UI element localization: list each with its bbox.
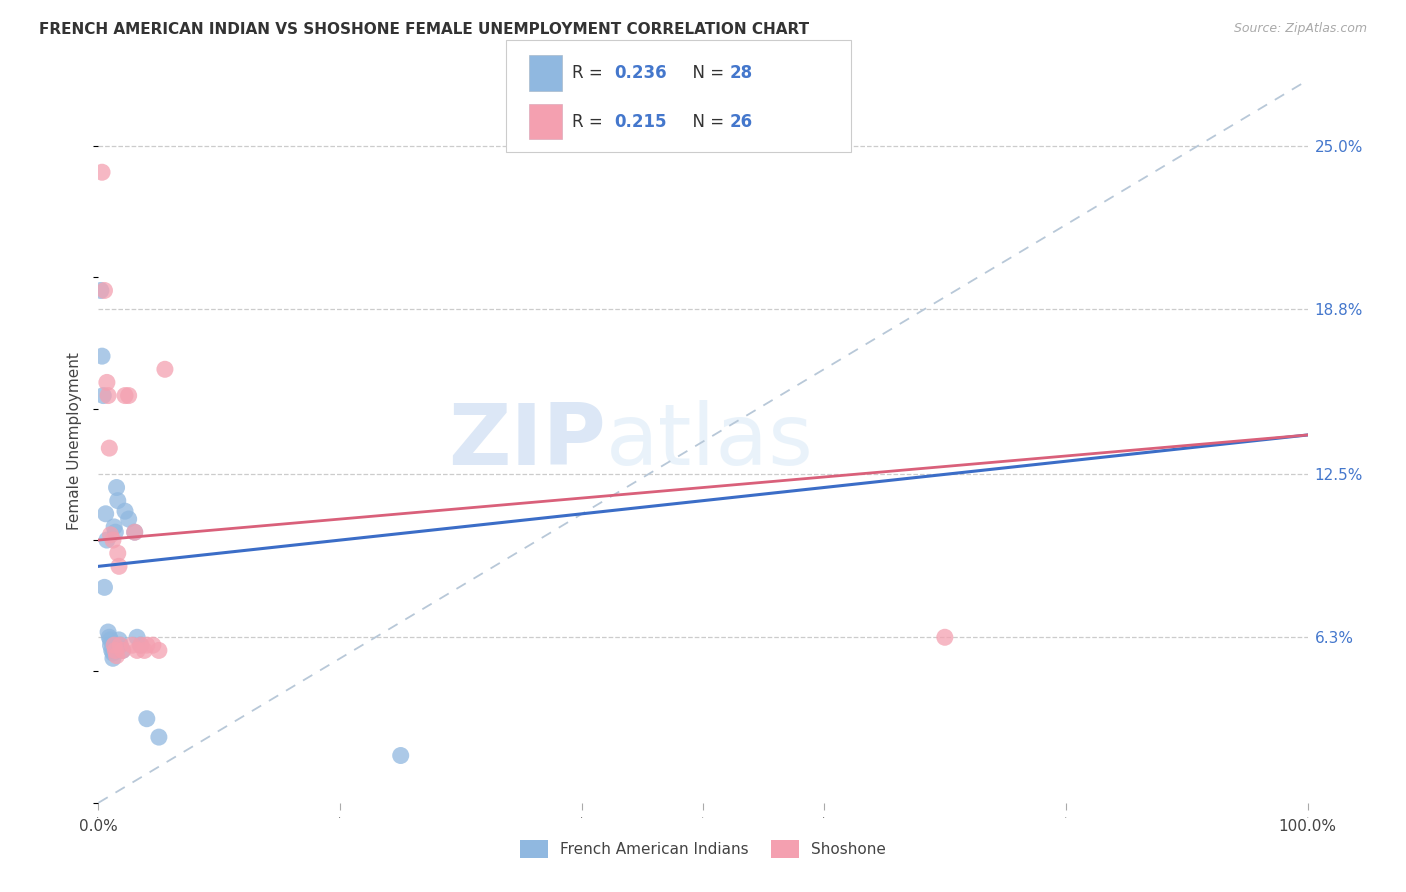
Point — [124, 525, 146, 540]
Point — [101, 651, 124, 665]
Point — [108, 638, 131, 652]
Point — [103, 638, 125, 652]
Point — [108, 632, 131, 647]
Point — [108, 559, 131, 574]
Text: R =: R = — [572, 112, 609, 130]
Text: 100.0%: 100.0% — [1278, 819, 1337, 834]
Point — [111, 643, 134, 657]
Point — [103, 520, 125, 534]
Point — [389, 748, 412, 763]
Y-axis label: Female Unemployment: Female Unemployment — [67, 352, 83, 531]
Point — [91, 388, 114, 402]
Point — [104, 525, 127, 540]
Text: atlas: atlas — [606, 400, 814, 483]
Point — [129, 638, 152, 652]
Point — [108, 638, 131, 652]
Point — [153, 362, 176, 376]
Point — [93, 284, 115, 298]
Text: R =: R = — [572, 64, 609, 82]
Point — [118, 388, 141, 402]
Point — [100, 632, 122, 647]
Point — [142, 638, 165, 652]
Text: FRENCH AMERICAN INDIAN VS SHOSHONE FEMALE UNEMPLOYMENT CORRELATION CHART: FRENCH AMERICAN INDIAN VS SHOSHONE FEMAL… — [39, 22, 810, 37]
Point — [100, 643, 122, 657]
Point — [101, 646, 124, 660]
Point — [148, 643, 170, 657]
Point — [91, 349, 114, 363]
Point — [94, 507, 117, 521]
Text: 0.236: 0.236 — [614, 64, 666, 82]
Point — [135, 638, 157, 652]
Point — [129, 638, 152, 652]
Point — [124, 525, 146, 540]
Point — [107, 546, 129, 560]
Point — [96, 533, 118, 547]
Point — [127, 643, 149, 657]
Point — [100, 638, 122, 652]
Point — [934, 630, 956, 644]
Point — [135, 712, 157, 726]
Legend: French American Indians, Shoshone: French American Indians, Shoshone — [515, 834, 891, 863]
Point — [114, 388, 136, 402]
Point — [111, 643, 134, 657]
Text: ZIP: ZIP — [449, 400, 606, 483]
Point — [96, 376, 118, 390]
Point — [97, 388, 120, 402]
Point — [105, 481, 128, 495]
Point — [93, 580, 115, 594]
Text: 26: 26 — [730, 112, 752, 130]
Text: 28: 28 — [730, 64, 752, 82]
Point — [98, 441, 121, 455]
Point — [107, 493, 129, 508]
Point — [100, 528, 122, 542]
Point — [101, 533, 124, 547]
Point — [90, 284, 112, 298]
Text: 0.0%: 0.0% — [79, 819, 118, 834]
Point — [105, 648, 128, 663]
Point — [91, 165, 114, 179]
Text: 0.215: 0.215 — [614, 112, 666, 130]
Point — [98, 630, 121, 644]
Point — [114, 504, 136, 518]
Text: N =: N = — [682, 112, 730, 130]
Point — [127, 630, 149, 644]
Point — [121, 638, 143, 652]
Point — [134, 643, 156, 657]
Point — [118, 512, 141, 526]
Text: Source: ZipAtlas.com: Source: ZipAtlas.com — [1233, 22, 1367, 36]
Point — [148, 730, 170, 744]
Point — [104, 643, 127, 657]
Text: N =: N = — [682, 64, 730, 82]
Point — [97, 625, 120, 640]
